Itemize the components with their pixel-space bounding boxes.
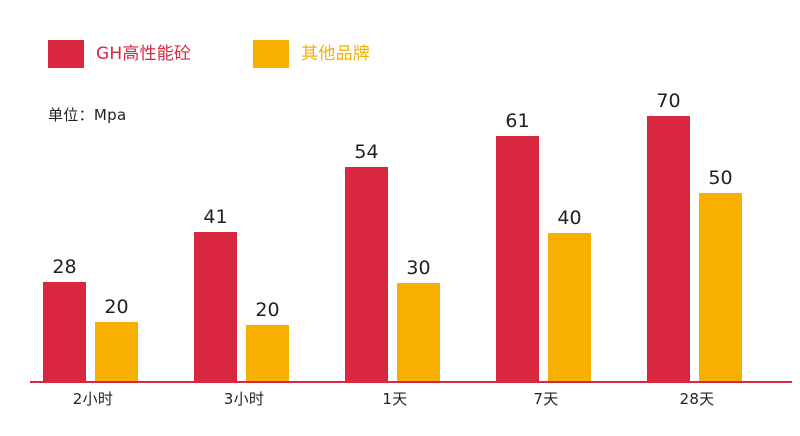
legend-item-series-1[interactable]: GH高性能砼 <box>48 40 191 68</box>
bar-group-0: 28 20 2小时 <box>43 0 143 436</box>
legend-label-series-1: GH高性能砼 <box>96 43 192 64</box>
bar-value-series-1-cat-3: 61 <box>505 110 530 132</box>
bar-value-series-1-cat-4: 70 <box>656 90 681 112</box>
bar-value-series-2-cat-1: 20 <box>255 299 280 321</box>
bar-value-series-1-cat-0: 28 <box>52 256 77 278</box>
category-label-1: 3小时 <box>223 390 265 408</box>
bar-group-1: 41 20 3小时 <box>194 0 294 436</box>
bar-series-2-cat-3[interactable]: 40 <box>548 209 591 381</box>
bar-value-series-2-cat-4: 50 <box>708 167 733 189</box>
x-axis-baseline <box>30 381 792 383</box>
bar-series-2-cat-1[interactable]: 20 <box>246 301 289 381</box>
unit-annotation: 单位：Mpa <box>48 106 127 124</box>
bar-series-2-cat-4[interactable]: 50 <box>699 169 742 381</box>
legend-swatch-icon-series-1 <box>48 40 84 68</box>
category-label-0: 2小时 <box>72 390 114 408</box>
legend-label-series-2: 其他品牌 <box>301 43 370 64</box>
bar-group-2: 54 30 1天 <box>345 0 445 436</box>
bar-series-1-cat-4[interactable]: 70 <box>647 92 690 381</box>
chart-legend: GH高性能砼 其他品牌 <box>48 40 370 68</box>
category-label-3: 7天 <box>533 390 559 408</box>
bar-series-1-cat-0[interactable]: 28 <box>43 258 86 381</box>
legend-swatch-icon-series-2 <box>253 40 290 68</box>
bar-group-4: 70 50 28天 <box>647 0 747 436</box>
bar-series-2-cat-0[interactable]: 20 <box>95 298 138 381</box>
bar-series-1-cat-1[interactable]: 41 <box>194 208 237 381</box>
bar-value-series-2-cat-3: 40 <box>557 207 582 229</box>
bar-value-series-2-cat-0: 20 <box>104 296 129 318</box>
category-label-4: 28天 <box>679 390 715 408</box>
bar-value-series-1-cat-1: 41 <box>203 206 228 228</box>
bar-value-series-2-cat-2: 30 <box>406 257 431 279</box>
bar-series-2-cat-2[interactable]: 30 <box>397 259 440 381</box>
bar-value-series-1-cat-2: 54 <box>354 141 379 163</box>
legend-item-series-2[interactable]: 其他品牌 <box>253 40 370 68</box>
bar-group-3: 61 40 7天 <box>496 0 596 436</box>
bar-series-1-cat-2[interactable]: 54 <box>345 143 388 381</box>
category-label-2: 1天 <box>382 390 408 408</box>
bar-series-1-cat-3[interactable]: 61 <box>496 112 539 381</box>
